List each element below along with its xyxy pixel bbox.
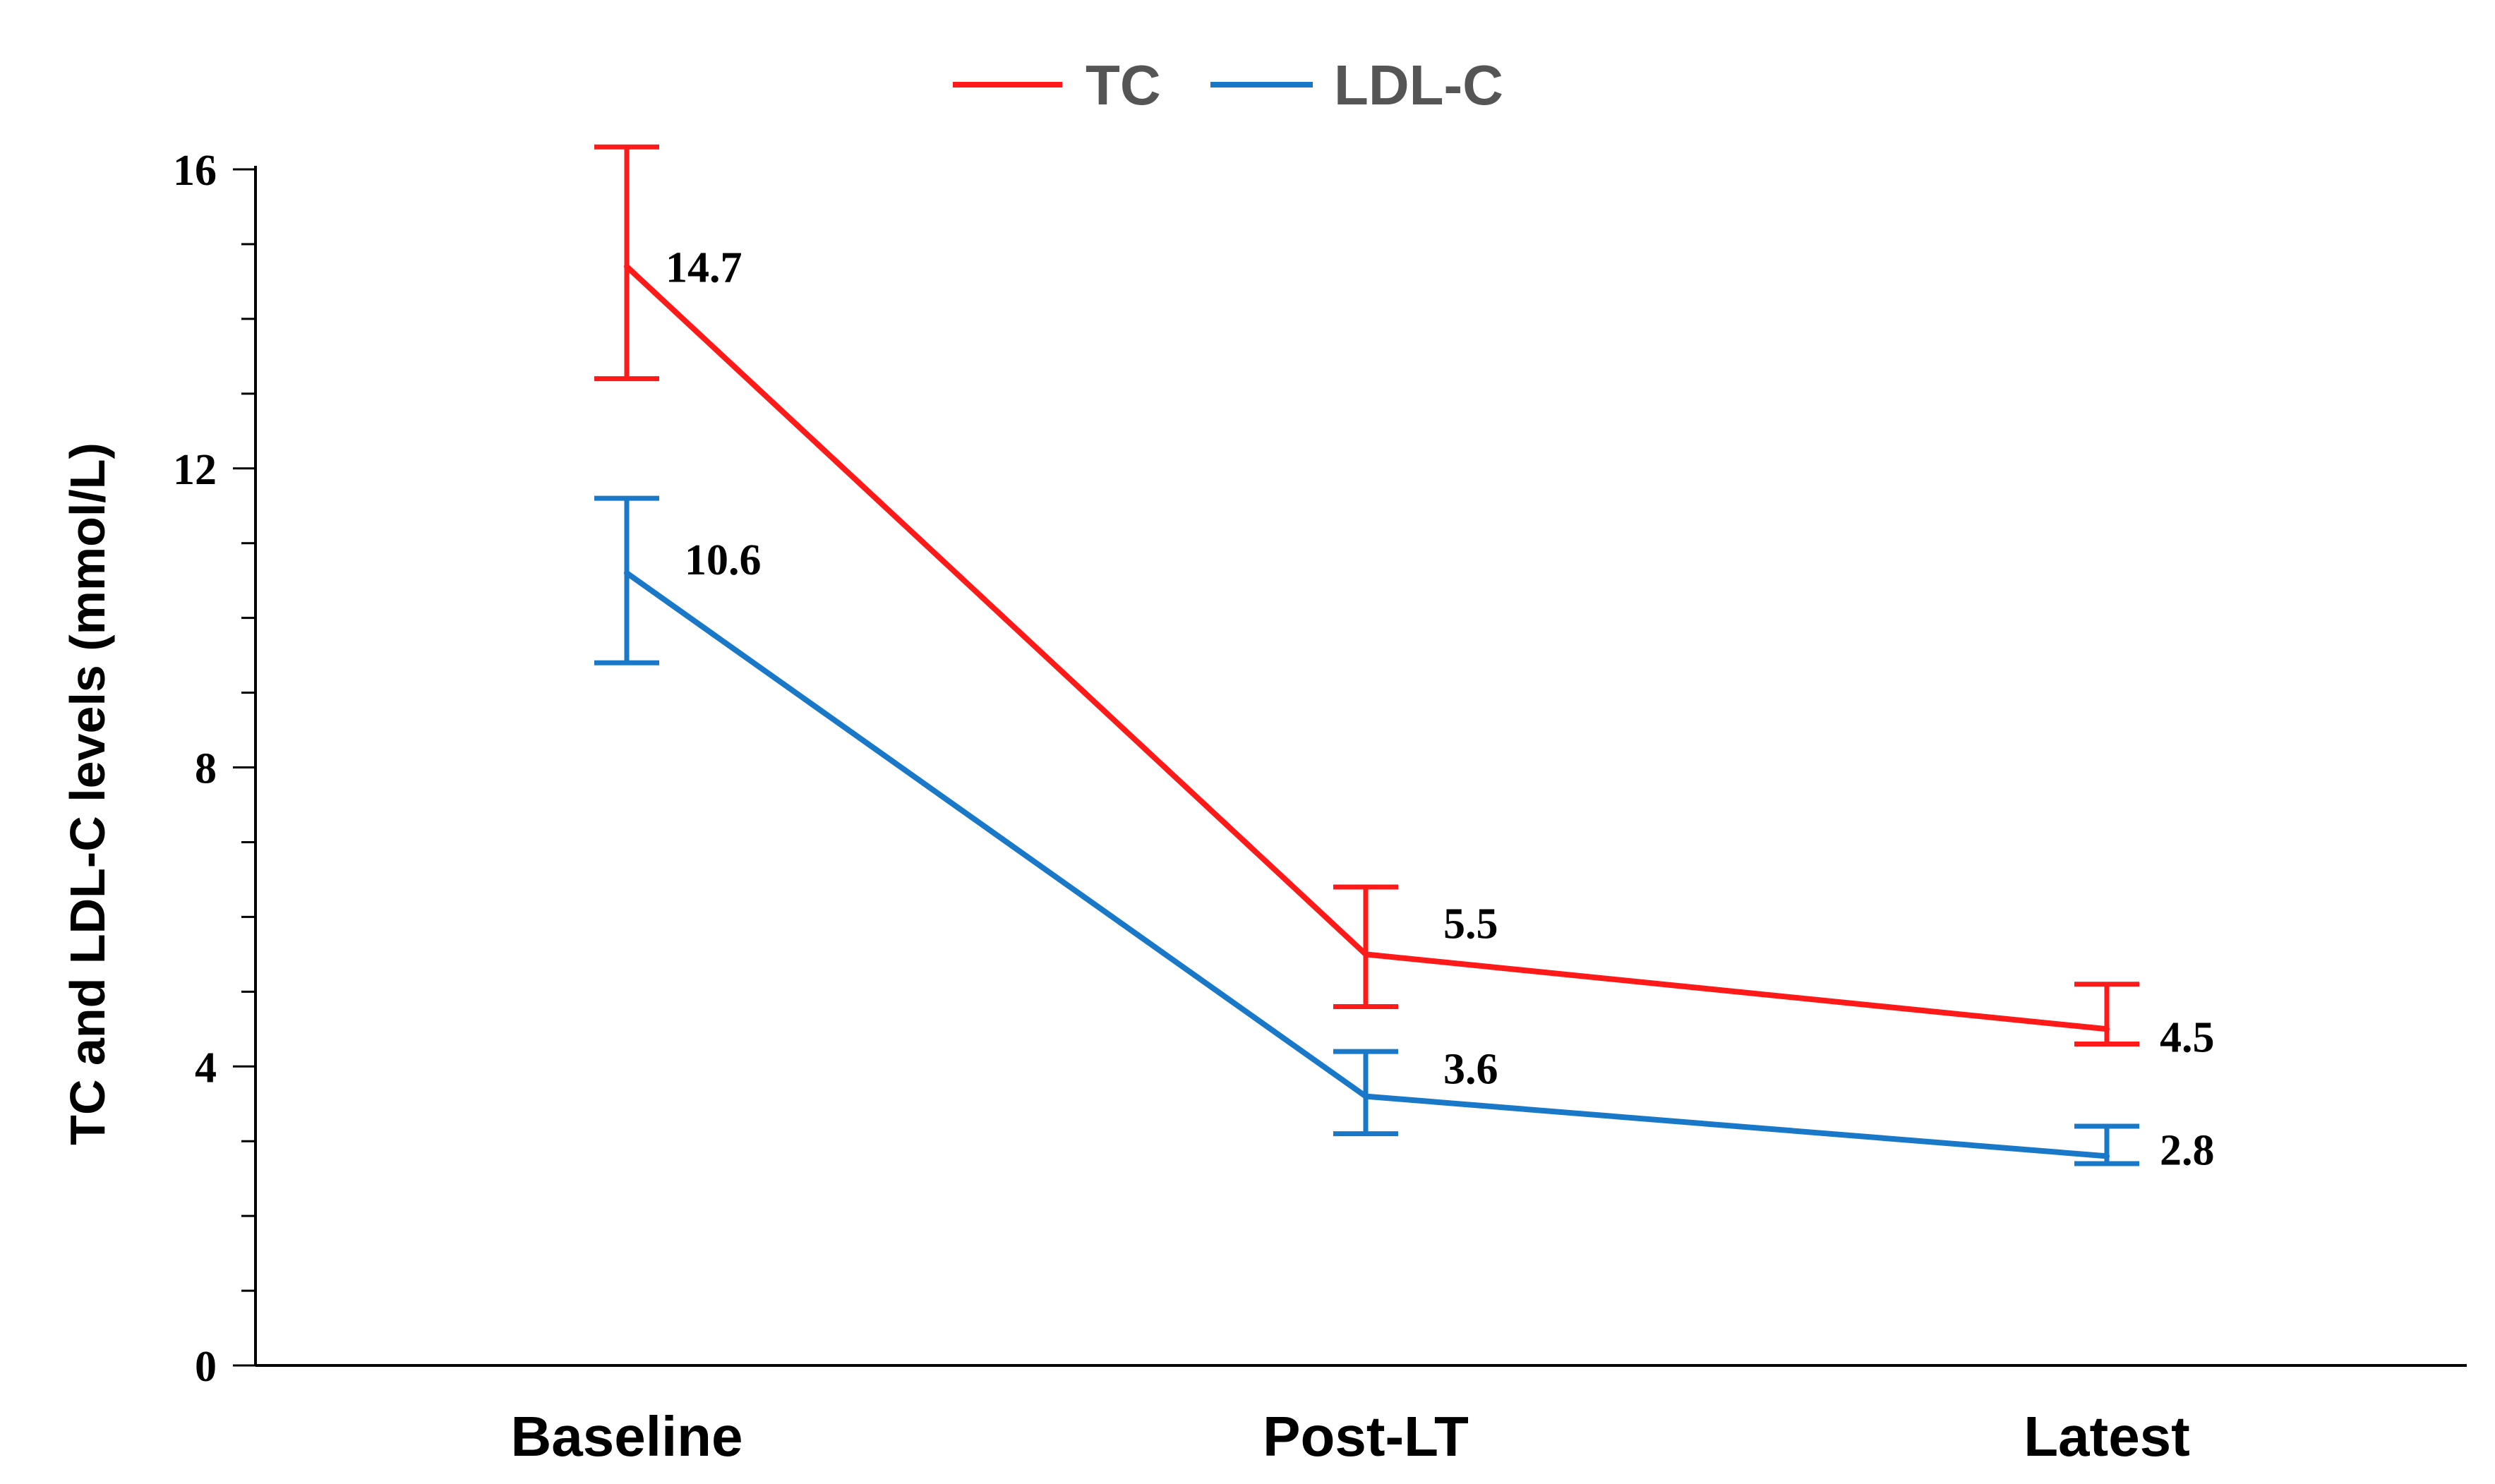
data-point xyxy=(1363,951,1369,958)
data-point xyxy=(624,263,630,270)
data-point xyxy=(2104,1026,2110,1032)
series-layer: 14.7 5.5 4.5 10.6 3.6 2.8 xyxy=(594,144,2215,1174)
data-point xyxy=(2104,1153,2110,1159)
axes xyxy=(254,166,2467,1367)
series-tc: 14.7 5.5 4.5 xyxy=(594,144,2215,1061)
y-tick-label: 4 xyxy=(195,1044,217,1092)
x-category-label: Baseline xyxy=(510,1405,743,1468)
y-tick-label: 8 xyxy=(195,745,217,793)
data-point xyxy=(624,570,630,577)
x-category-label: Post-LT xyxy=(1263,1405,1469,1468)
x-axis-categories: Baseline Post-LT Latest xyxy=(510,1405,2189,1468)
data-label: 2.8 xyxy=(2160,1126,2215,1174)
legend-label-ldl-c: LDL-C xyxy=(1334,54,1503,116)
data-point xyxy=(1363,1093,1369,1099)
y-tick-label: 16 xyxy=(173,147,217,195)
x-category-label: Latest xyxy=(2024,1405,2190,1468)
y-axis-title: TC and LDL-C levels (mmol/L) xyxy=(60,442,115,1145)
legend-label-tc: TC xyxy=(1086,54,1161,116)
series-ldl-c: 10.6 3.6 2.8 xyxy=(594,495,2215,1174)
data-label: 14.7 xyxy=(666,244,743,292)
data-label: 4.5 xyxy=(2160,1013,2215,1061)
legend: TC LDL-C xyxy=(953,54,1503,116)
y-axis-ticks: 0 4 8 12 16 xyxy=(173,147,255,1391)
y-tick-label: 12 xyxy=(173,446,217,494)
data-label: 10.6 xyxy=(685,536,762,584)
y-tick-label: 0 xyxy=(195,1343,217,1391)
data-label: 3.6 xyxy=(1443,1046,1498,1094)
data-label: 5.5 xyxy=(1443,900,1498,948)
